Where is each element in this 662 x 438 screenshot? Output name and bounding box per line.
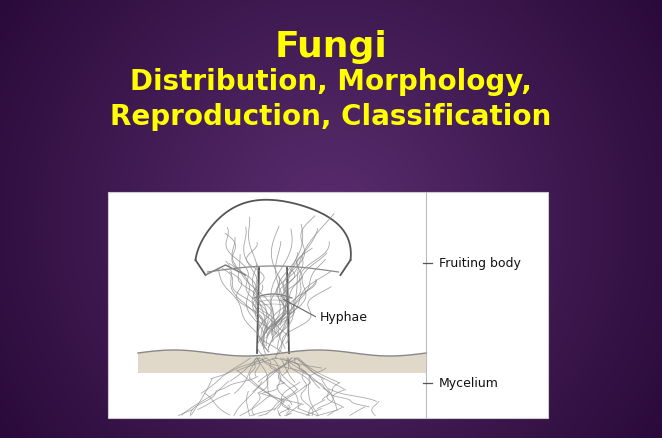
Text: Fungi: Fungi <box>275 30 387 64</box>
Bar <box>108 192 548 418</box>
Text: Mycelium: Mycelium <box>439 377 499 389</box>
Text: Hyphae: Hyphae <box>320 311 368 325</box>
Text: Reproduction, Classification: Reproduction, Classification <box>111 103 551 131</box>
Polygon shape <box>138 350 426 373</box>
Text: Fruiting body: Fruiting body <box>439 257 521 269</box>
Text: Distribution, Morphology,: Distribution, Morphology, <box>130 68 532 96</box>
